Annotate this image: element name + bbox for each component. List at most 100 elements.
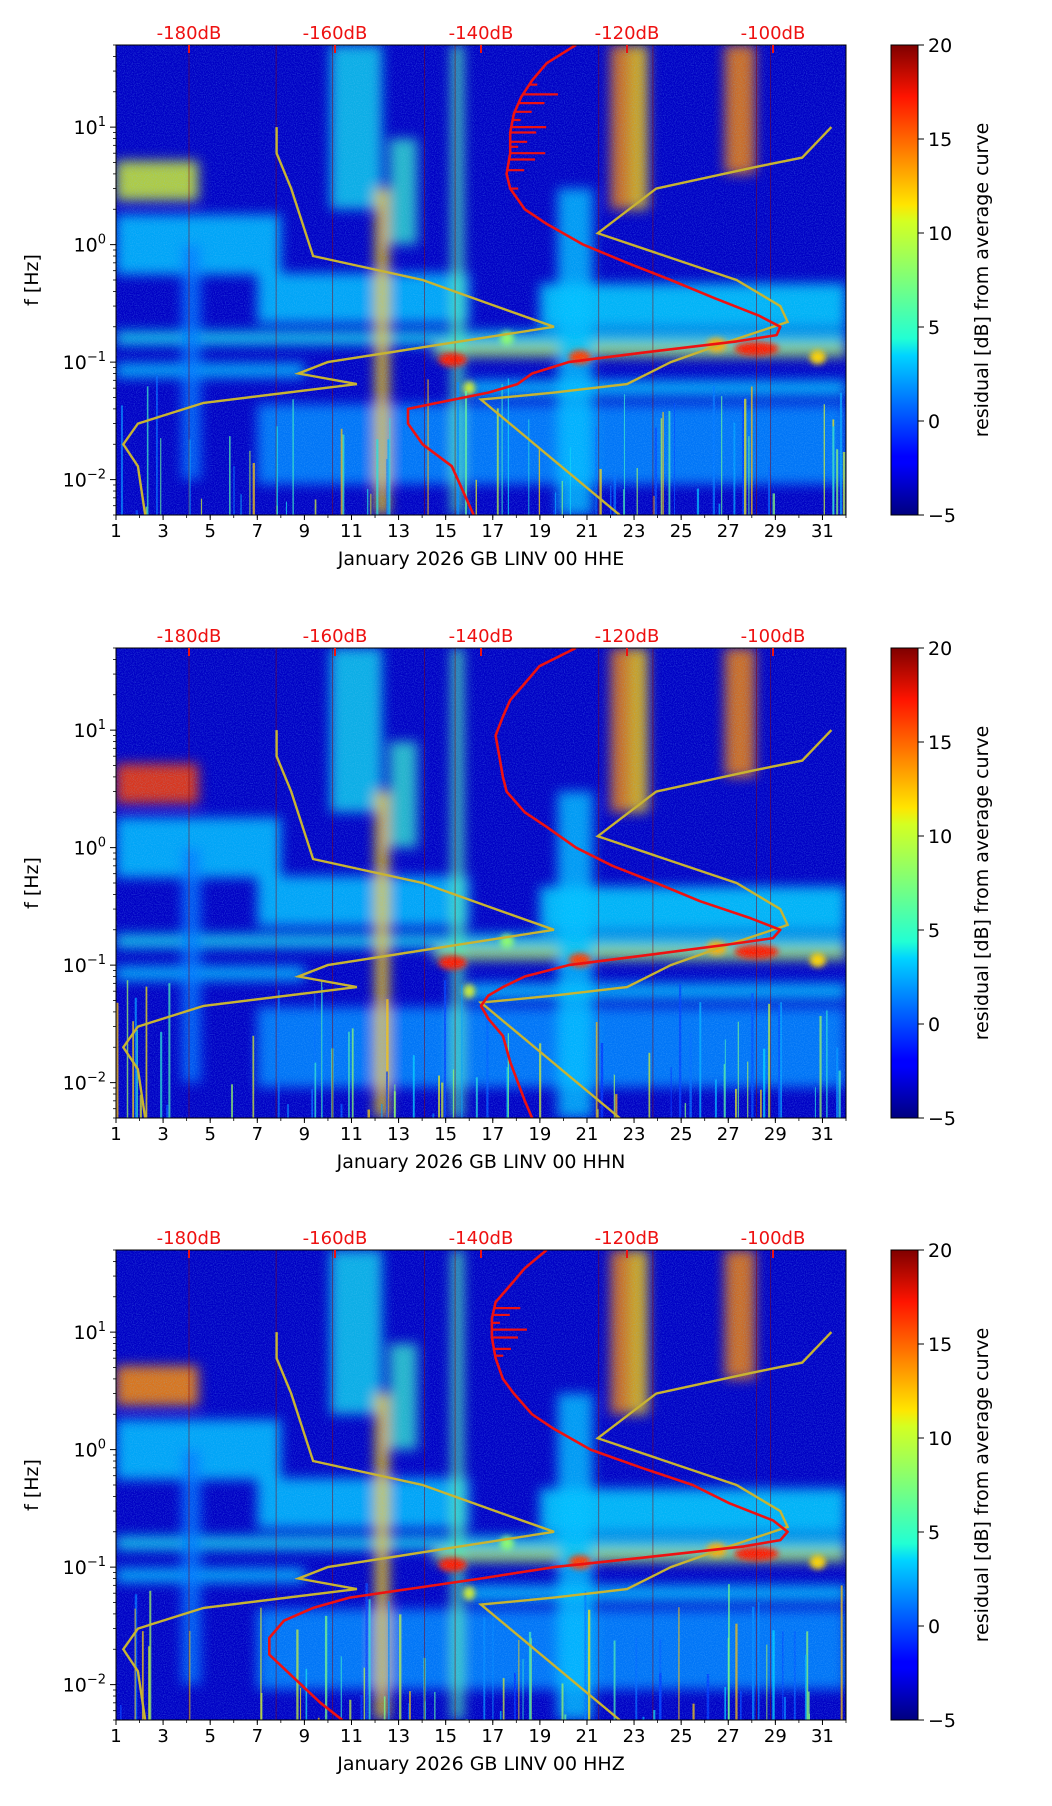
top-tick-label: -100dB [741, 626, 806, 647]
x-tick-label: 31 [811, 1726, 834, 1747]
y-axis-label: f [Hz] [21, 254, 43, 306]
x-tick-label: 9 [299, 1124, 310, 1145]
x-tick-label: 27 [717, 521, 740, 542]
x-tick-label: 7 [252, 1726, 263, 1747]
top-tick-label: -140dB [449, 23, 514, 44]
noise-model-high [478, 126, 833, 515]
colorbar-gradient [890, 44, 919, 516]
x-tick-label: 29 [764, 1726, 787, 1747]
x-tick-label: 25 [670, 1726, 693, 1747]
noise-model-low [121, 1332, 555, 1720]
x-tick-label: 11 [340, 1124, 363, 1145]
x-tick-label: 3 [157, 1124, 168, 1145]
colorbar-tick-label: 5 [928, 317, 940, 339]
x-tick-label: 5 [204, 1726, 215, 1747]
x-axis-label: January 2026 GB LINV 00 HHN [336, 1151, 626, 1173]
x-tick-label: 21 [576, 1124, 599, 1145]
colorbar-tick-label: 0 [928, 411, 940, 433]
x-tick-label: 11 [340, 1726, 363, 1747]
y-tick-label: 10−1 [63, 350, 106, 374]
x-tick-label: 19 [528, 1726, 551, 1747]
x-tick-label: 31 [811, 1124, 834, 1145]
top-tick-label: -140dB [449, 626, 514, 647]
colorbar-label: residual [dB] from average curve [971, 123, 993, 438]
x-tick-label: 9 [299, 521, 310, 542]
top-tick-label: -180dB [157, 1228, 222, 1249]
colorbar-gradient [890, 647, 919, 1119]
colorbar-tick-label: 10 [928, 1428, 952, 1450]
x-tick-label: 17 [481, 1726, 504, 1747]
y-tick-label: 101 [74, 115, 106, 139]
x-tick-label: 13 [387, 1124, 410, 1145]
x-tick-label: 21 [576, 1726, 599, 1747]
x-tick-label: 7 [252, 1124, 263, 1145]
mean-psd-curve [267, 1250, 789, 1720]
colorbar-tick-label: −5 [928, 1710, 956, 1732]
colorbar-tick-label: 20 [928, 638, 952, 660]
noise-model-high [478, 729, 833, 1118]
noise-model-high [478, 1331, 833, 1720]
top-tick-label: -140dB [449, 1228, 514, 1249]
y-tick-label: 10−1 [63, 953, 106, 977]
x-tick-label: 1 [110, 1124, 121, 1145]
colorbar-tick-label: −5 [928, 1108, 956, 1130]
colorbar-tick-label: 10 [928, 223, 952, 245]
y-tick-label: 100 [74, 836, 106, 860]
y-tick-label: 10−2 [63, 1071, 106, 1095]
y-tick-label: 100 [74, 1438, 106, 1462]
x-tick-label: 23 [623, 1726, 646, 1747]
heatmap-grain [116, 45, 846, 515]
x-tick-label: 29 [764, 1124, 787, 1145]
x-tick-label: 1 [110, 1726, 121, 1747]
spectrogram-heatmap [116, 648, 846, 1118]
colorbar-tick-label: 15 [928, 129, 952, 151]
colorbar-tick-label: 15 [928, 732, 952, 754]
x-axis-label: January 2026 GB LINV 00 HHE [337, 548, 625, 570]
top-tick-label: -160dB [303, 23, 368, 44]
x-axis-label: January 2026 GB LINV 00 HHZ [336, 1753, 625, 1775]
top-tick-label: -180dB [157, 626, 222, 647]
x-tick-label: 19 [528, 1124, 551, 1145]
colorbar-label: residual [dB] from average curve [971, 1328, 993, 1643]
spectrogram-heatmap [116, 1250, 846, 1720]
x-tick-label: 5 [204, 521, 215, 542]
colorbar-gradient [890, 1249, 919, 1721]
x-tick-label: 31 [811, 521, 834, 542]
x-tick-label: 23 [623, 1124, 646, 1145]
colorbar-tick-label: 0 [928, 1014, 940, 1036]
colorbar-tick-label: 20 [928, 35, 952, 57]
top-tick-label: -160dB [303, 1228, 368, 1249]
x-tick-label: 9 [299, 1726, 310, 1747]
x-tick-label: 13 [387, 521, 410, 542]
colorbar-tick-label: 15 [928, 1334, 952, 1356]
top-tick-label: -120dB [595, 1228, 660, 1249]
x-tick-label: 19 [528, 521, 551, 542]
colorbar-tick-label: −5 [928, 505, 956, 527]
top-tick-label: -180dB [157, 23, 222, 44]
mean-psd-curve [479, 648, 782, 1118]
x-tick-label: 21 [576, 521, 599, 542]
x-tick-label: 5 [204, 1124, 215, 1145]
x-tick-label: 17 [481, 521, 504, 542]
top-tick-label: -120dB [595, 626, 660, 647]
x-tick-label: 25 [670, 1124, 693, 1145]
x-tick-label: 13 [387, 1726, 410, 1747]
colorbar-tick-label: 5 [928, 920, 940, 942]
x-tick-label: 3 [157, 521, 168, 542]
x-tick-label: 23 [623, 521, 646, 542]
x-tick-label: 1 [110, 521, 121, 542]
y-tick-label: 10−2 [63, 468, 106, 492]
top-tick-label: -120dB [595, 23, 660, 44]
top-tick-label: -160dB [303, 626, 368, 647]
x-tick-label: 15 [434, 521, 457, 542]
heatmap-grain [116, 1250, 846, 1720]
x-tick-label: 15 [434, 1124, 457, 1145]
y-tick-label: 10−1 [63, 1555, 106, 1579]
heatmap-grain [116, 648, 846, 1118]
noise-model-low [121, 730, 555, 1118]
colorbar: 20 15 10 5 0 −5 residual [dB] from average cur… [890, 1240, 993, 1732]
y-tick-label: 101 [74, 1320, 106, 1344]
